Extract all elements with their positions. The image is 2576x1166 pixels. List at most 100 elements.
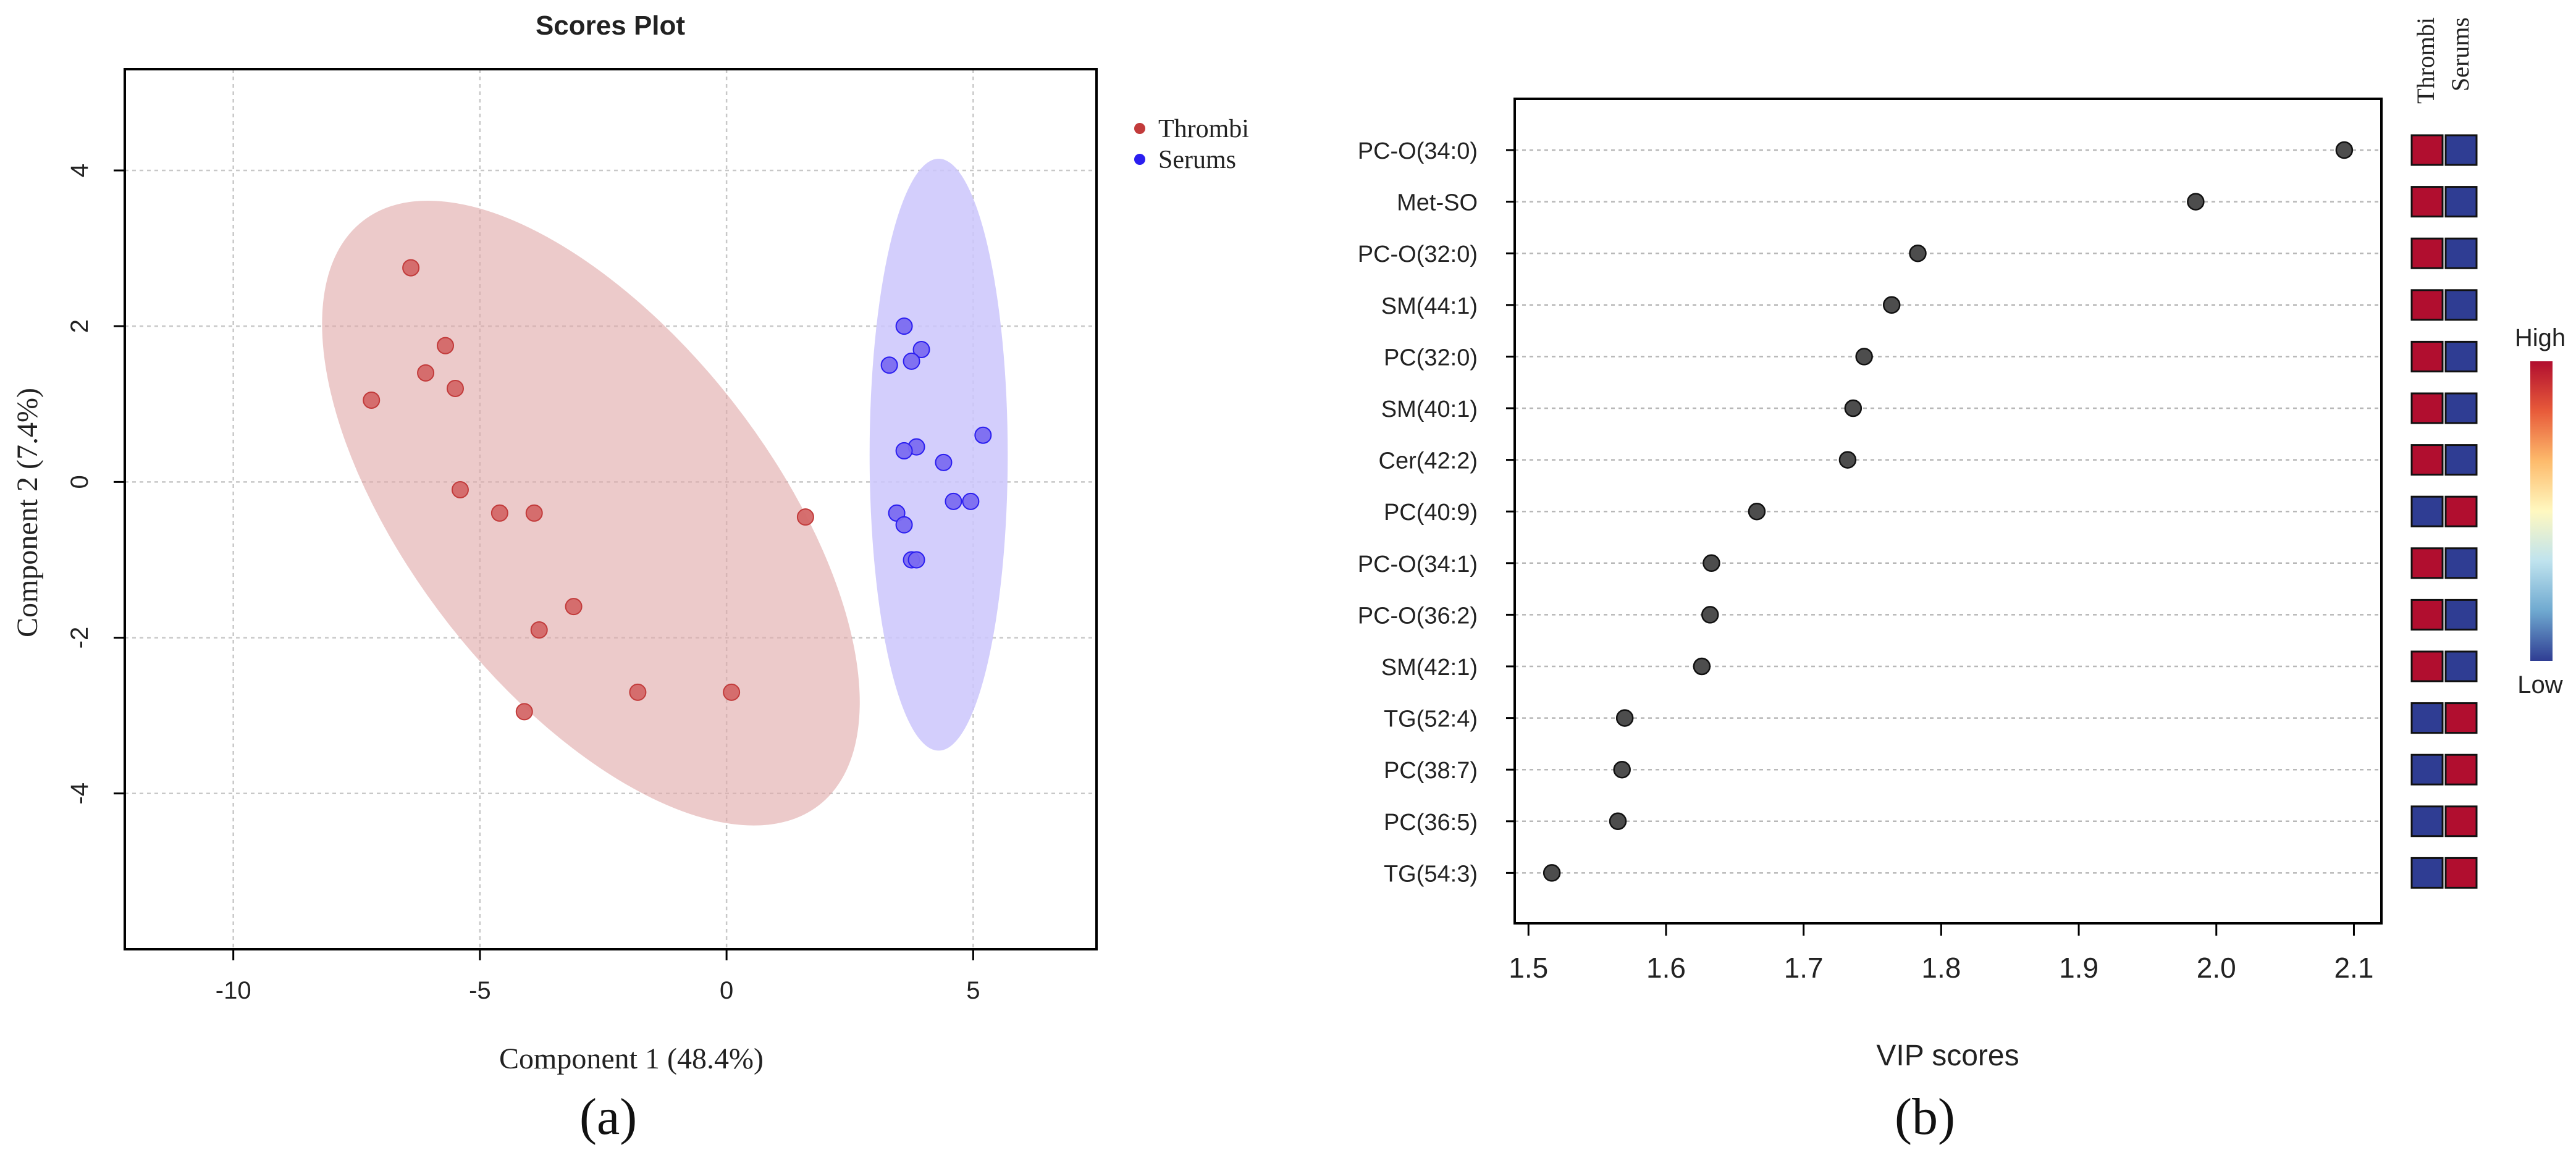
vip-x-tick-label: 1.5 (1509, 952, 1548, 984)
scores-points (363, 259, 992, 721)
caption-b: (b) (1895, 1088, 1955, 1146)
vip-point (2335, 141, 2354, 159)
scores-axis-ticks: -10 -5 0 5 -4 -2 0 2 4 (66, 164, 980, 1004)
heatmap-cell-thrombi (2410, 444, 2444, 476)
vip-point (1882, 296, 1901, 314)
heatmap-cell-thrombi (2410, 237, 2444, 269)
vip-category-label: Cer(42:2) (1379, 448, 1478, 474)
colorbar-high-label: High (2515, 324, 2565, 351)
point-thrombi (629, 683, 647, 701)
ellipse-thrombi (322, 200, 860, 826)
vip-x-tick-label: 2.0 (2197, 952, 2236, 984)
heatmap-cell-thrombi (2410, 650, 2444, 682)
vip-point (1855, 348, 1873, 366)
vip-heatmap (2410, 134, 2478, 889)
point-serums (935, 453, 953, 471)
vip-point (1703, 554, 1720, 573)
vip-x-axis-label: VIP scores (1876, 1039, 2019, 1072)
confidence-ellipses (322, 159, 1008, 826)
scores-legend: Thrombi Serums (1134, 115, 1249, 174)
vip-point (1543, 864, 1561, 882)
scores-y-tick-label: 0 (66, 475, 93, 489)
vip-point (1909, 244, 1927, 262)
colorbar-gradient (2530, 361, 2553, 661)
vip-category-label: PC(40:9) (1384, 500, 1478, 526)
vip-x-tick-label: 1.6 (1646, 952, 1686, 984)
legend-marker-thrombi (1134, 123, 1145, 134)
vip-point (1838, 451, 1857, 469)
point-thrombi (363, 391, 381, 409)
caption-a: (a) (579, 1088, 638, 1146)
point-thrombi (417, 364, 435, 382)
heatmap-cell-thrombi (2410, 186, 2444, 218)
vip-category-label: TG(52:4) (1384, 707, 1478, 732)
heatmap-cell-serums (2444, 650, 2478, 682)
legend-label-serums: Serums (1158, 146, 1236, 174)
heatmap-cell-serums (2444, 392, 2478, 424)
heatmap-cell-thrombi (2410, 805, 2444, 837)
heatmap-cell-serums (2444, 186, 2478, 218)
scores-x-tick-label: -5 (469, 977, 491, 1004)
heatmap-cell-serums (2444, 237, 2478, 269)
vip-point (1615, 709, 1634, 727)
scores-x-tick-label: -10 (216, 977, 251, 1004)
heatmap-cell-thrombi (2410, 289, 2444, 321)
heatmap-cell-serums (2444, 289, 2478, 321)
vip-rows: PC-O(34:0) Met-SO PC-O(32:0) SM(44:1) PC(32:… (1358, 138, 2381, 887)
vip-point (1693, 657, 1711, 676)
vip-category-label: PC-O(32:0) (1358, 241, 1478, 267)
point-thrombi (451, 480, 469, 498)
heatmap-cell-serums (2444, 547, 2478, 579)
scores-y-tick-label: -4 (66, 782, 93, 805)
heatmap-cell-thrombi (2410, 495, 2444, 527)
legend-label-thrombi: Thrombi (1158, 115, 1249, 143)
heatmap-cell-thrombi (2410, 134, 2444, 166)
vip-category-label: TG(54:3) (1384, 861, 1478, 887)
vip-category-label: PC(36:5) (1384, 810, 1478, 836)
point-thrombi (515, 703, 533, 721)
point-thrombi (565, 598, 583, 616)
vip-point (2187, 193, 2205, 211)
vip-x-tick-label: 1.9 (2059, 952, 2098, 984)
vip-point (1701, 606, 1719, 624)
point-serums (903, 352, 920, 370)
heatmap-cell-thrombi (2410, 702, 2444, 734)
point-serums (895, 516, 913, 534)
vip-point (1613, 760, 1631, 779)
point-thrombi (437, 337, 455, 354)
heatmap-cell-serums (2444, 134, 2478, 166)
point-serums (974, 426, 992, 444)
point-thrombi (796, 508, 814, 526)
point-serums (945, 492, 962, 510)
heatmap-column-serums: Serums (2446, 17, 2474, 91)
vip-x-tick-label: 2.1 (2334, 952, 2373, 984)
point-thrombi (530, 621, 548, 639)
scores-y-tick-label: -2 (66, 627, 93, 649)
vip-category-label: PC-O(34:1) (1358, 552, 1478, 577)
heatmap-cell-serums (2444, 805, 2478, 837)
point-serums (895, 317, 913, 335)
vip-category-label: Met-SO (1397, 190, 1478, 216)
heatmap-cell-thrombi (2410, 392, 2444, 424)
vip-plot-frame (1513, 98, 2383, 925)
scores-plot-frame (124, 68, 1098, 950)
point-serums (895, 442, 913, 459)
point-serums (880, 356, 898, 374)
scores-plot: Scores Plot -10 -5 0 5 -4 -2 0 2 4 Component 1 (… (11, 10, 1249, 1075)
scores-y-axis-label: Component 2 (7.4%) (11, 388, 44, 637)
legend-marker-serums (1134, 154, 1145, 165)
vip-x-tick-label: 1.7 (1784, 952, 1824, 984)
colorbar: High Low (2515, 324, 2565, 698)
scores-plot-title: Scores Plot (536, 10, 685, 41)
vip-plot: PC-O(34:0) Met-SO PC-O(32:0) SM(44:1) PC(32:… (1358, 17, 2565, 1072)
vip-category-label: PC-O(36:2) (1358, 603, 1478, 629)
heatmap-cell-serums (2444, 598, 2478, 631)
point-thrombi (402, 259, 420, 277)
vip-category-label: SM(44:1) (1381, 293, 1478, 319)
heatmap-cell-serums (2444, 495, 2478, 527)
point-thrombi (525, 504, 543, 522)
vip-category-label: SM(40:1) (1381, 396, 1478, 422)
vip-point (1844, 399, 1863, 417)
vip-category-label: SM(42:1) (1381, 655, 1478, 681)
heatmap-column-thrombi: Thrombi (2412, 17, 2439, 104)
